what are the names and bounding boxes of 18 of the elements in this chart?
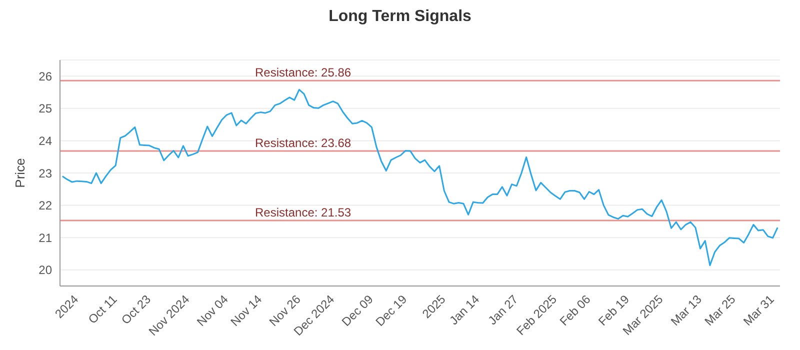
x-tick-label: Feb 06 <box>556 292 594 329</box>
y-tick-label: 24 <box>38 134 52 148</box>
y-axis-title: Price <box>12 158 28 188</box>
ref-line-label: Resistance: 25.86 <box>255 66 352 80</box>
y-tick-label: 22 <box>38 198 52 213</box>
y-tick-label: 26 <box>38 69 52 84</box>
y-tick-label: 20 <box>38 263 52 278</box>
y-tick-label: 23 <box>38 166 52 180</box>
chart-title: Long Term Signals <box>328 8 472 26</box>
x-tick-label: Jan 14 <box>446 292 482 328</box>
y-tick-label: 25 <box>38 102 52 116</box>
ref-line-label: Resistance: 21.53 <box>255 205 352 220</box>
x-tick-label: Oct 11 <box>85 292 120 326</box>
y-tick-label: 21 <box>38 230 52 245</box>
line-series <box>62 88 778 266</box>
x-tick-label: Oct 23 <box>118 292 154 328</box>
x-tick-label: Mar 31 <box>740 292 778 329</box>
ref-line-label: Resistance: 23.68 <box>255 136 352 150</box>
